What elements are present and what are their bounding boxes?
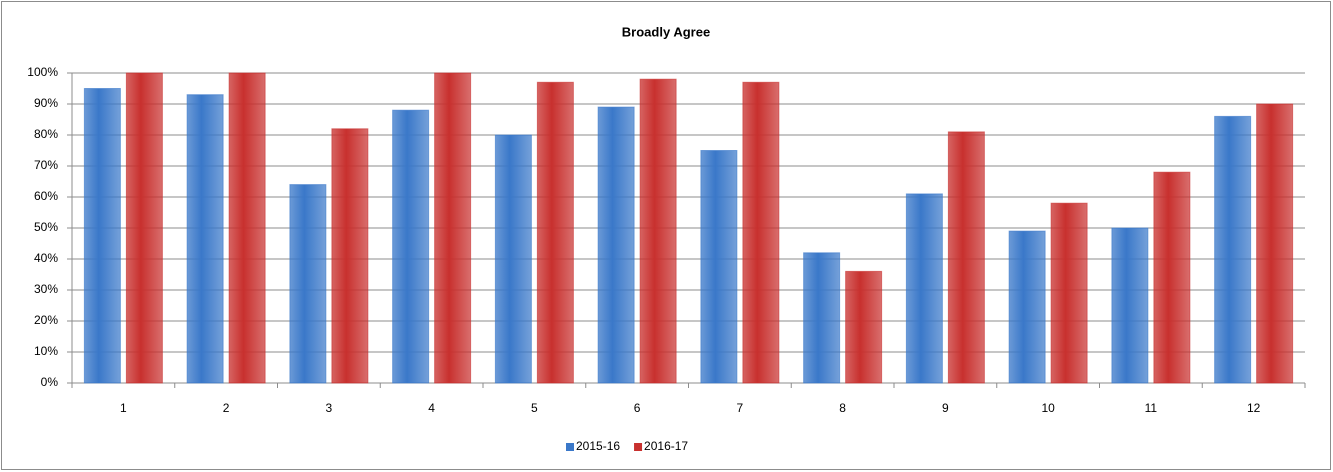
bar xyxy=(434,72,472,384)
y-tick-label: 30% xyxy=(34,282,58,296)
legend-swatch xyxy=(566,443,574,451)
bar xyxy=(228,72,266,384)
x-tick-label: 1 xyxy=(120,401,127,415)
bar xyxy=(1153,171,1191,384)
y-tick-label: 10% xyxy=(34,344,58,358)
bar xyxy=(125,72,163,384)
bar xyxy=(392,109,430,384)
x-tick-label: 6 xyxy=(634,401,641,415)
y-tick-label: 50% xyxy=(34,220,58,234)
bar xyxy=(803,252,841,384)
x-tick-label: 10 xyxy=(1041,401,1055,415)
legend-label: 2016-17 xyxy=(644,439,688,453)
y-tick-label: 20% xyxy=(34,313,58,327)
chart-title: Broadly Agree xyxy=(622,24,710,39)
legend-label: 2015-16 xyxy=(576,439,620,453)
bar xyxy=(1111,227,1149,384)
y-tick-label: 70% xyxy=(34,158,58,172)
x-tick-label: 8 xyxy=(839,401,846,415)
x-tick-label: 9 xyxy=(942,401,949,415)
bar xyxy=(83,88,121,384)
y-tick-label: 40% xyxy=(34,251,58,265)
bar xyxy=(639,78,677,384)
x-tick-label: 7 xyxy=(737,401,744,415)
x-tick-label: 12 xyxy=(1247,401,1261,415)
x-tick-label: 11 xyxy=(1145,401,1158,415)
bar xyxy=(536,81,574,384)
y-tick-label: 90% xyxy=(34,96,58,110)
bar xyxy=(1008,230,1046,384)
bar xyxy=(494,134,532,384)
x-tick-label: 4 xyxy=(428,401,435,415)
bar xyxy=(186,94,224,384)
bar xyxy=(742,81,780,384)
y-tick-label: 0% xyxy=(41,375,59,389)
x-tick-label: 3 xyxy=(326,401,333,415)
y-tick-label: 100% xyxy=(27,65,58,79)
legend-swatch xyxy=(634,443,643,451)
x-tick-label: 2 xyxy=(223,401,230,415)
bar xyxy=(331,128,369,384)
bar xyxy=(597,106,635,384)
bar xyxy=(700,150,738,384)
x-tick-label: 5 xyxy=(531,401,538,415)
bar xyxy=(947,131,985,384)
bar xyxy=(905,193,943,384)
bar xyxy=(1256,103,1294,384)
bar xyxy=(845,270,883,384)
y-tick-label: 80% xyxy=(34,127,58,141)
bar xyxy=(1214,115,1252,384)
y-tick-label: 60% xyxy=(34,189,58,203)
bar xyxy=(1050,202,1088,384)
bar xyxy=(289,184,327,384)
